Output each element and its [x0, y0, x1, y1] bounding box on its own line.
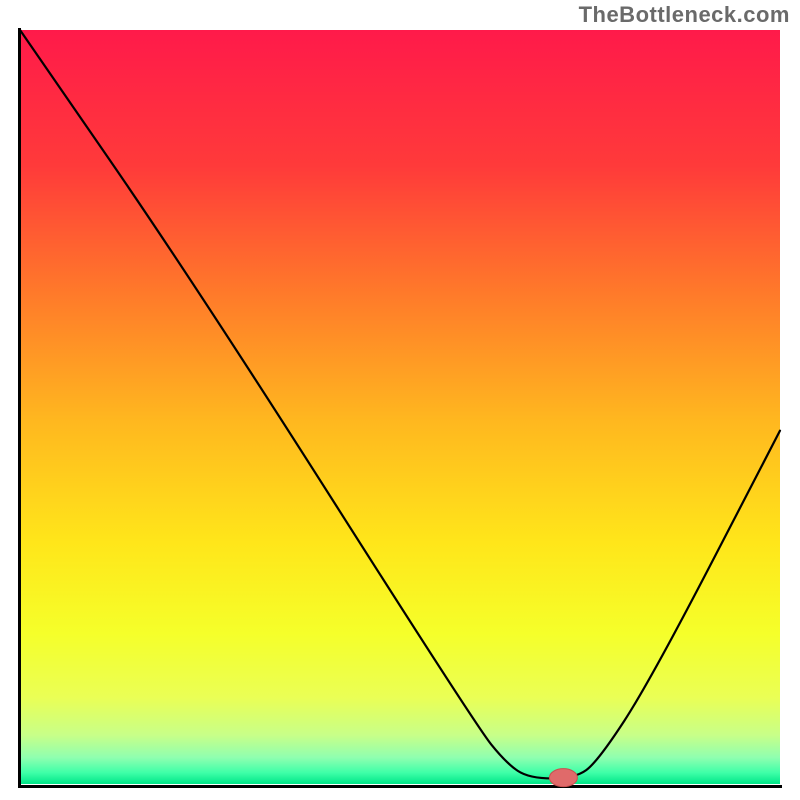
- gradient-background: [20, 30, 780, 784]
- watermark-label: TheBottleneck.com: [579, 2, 790, 28]
- chart-plot-area: [18, 28, 782, 788]
- optimal-point-marker: [549, 769, 577, 787]
- chart-svg: [18, 28, 782, 788]
- chart-container: TheBottleneck.com: [0, 0, 800, 800]
